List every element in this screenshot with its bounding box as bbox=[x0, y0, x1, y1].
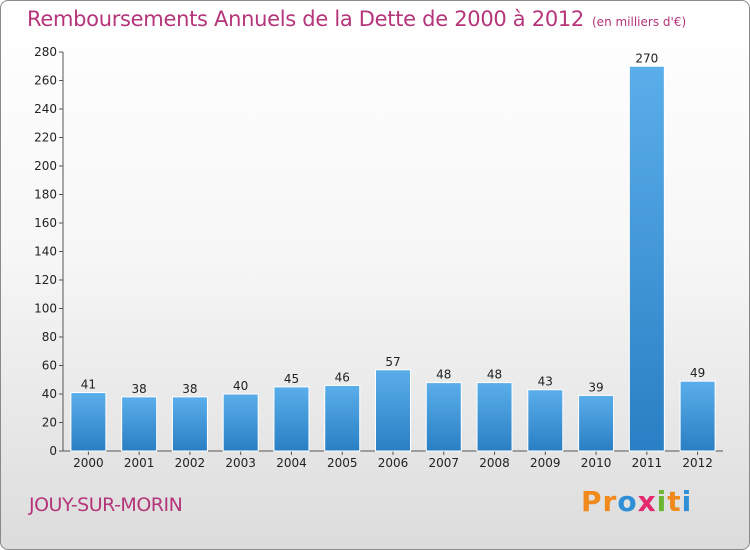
proxiti-logo: Proxiti bbox=[581, 485, 692, 518]
y-tick-label: 140 bbox=[34, 245, 57, 259]
y-tick-label: 200 bbox=[34, 159, 57, 173]
logo-letter: P bbox=[581, 485, 603, 518]
value-label-2001: 38 bbox=[132, 382, 147, 396]
y-tick-label: 20 bbox=[42, 416, 57, 430]
y-tick-label: 0 bbox=[49, 444, 57, 458]
bar-2002 bbox=[171, 396, 208, 452]
y-tick-label: 60 bbox=[42, 359, 57, 373]
chart-title: Remboursements Annuels de la Dette de 20… bbox=[27, 7, 686, 31]
value-label-2008: 48 bbox=[487, 368, 502, 382]
value-label-2003: 40 bbox=[233, 379, 248, 393]
bar-2009 bbox=[527, 389, 564, 452]
bars-group: 41 38 38 40 45 46 57 48 48 43 39 270 49 bbox=[70, 51, 716, 452]
x-tick-label: 2005 bbox=[327, 456, 358, 470]
value-label-2010: 39 bbox=[588, 380, 603, 394]
value-label-2012: 49 bbox=[690, 366, 705, 380]
logo-letter: i bbox=[656, 485, 668, 518]
value-label-2002: 38 bbox=[182, 382, 197, 396]
x-tick-label: 2002 bbox=[175, 456, 206, 470]
bar-2006 bbox=[375, 369, 411, 452]
y-tick-label: 280 bbox=[34, 45, 57, 59]
y-tick-label: 220 bbox=[34, 131, 57, 145]
x-tick-label: 2001 bbox=[124, 456, 155, 470]
y-tick-label: 80 bbox=[42, 330, 57, 344]
logo-letter: t bbox=[667, 485, 682, 518]
bar-2005 bbox=[324, 384, 361, 452]
x-tick-label: 2004 bbox=[276, 456, 307, 470]
x-tick-label: 2007 bbox=[428, 456, 459, 470]
bar-2012 bbox=[679, 380, 716, 452]
bar-2001 bbox=[121, 396, 158, 452]
bar-2004 bbox=[273, 386, 310, 452]
x-tick-label: 2003 bbox=[225, 456, 256, 470]
logo-letter: i bbox=[681, 485, 693, 518]
logo-letter: o bbox=[617, 485, 638, 518]
value-label-2011: 270 bbox=[635, 51, 658, 65]
bar-2000 bbox=[70, 392, 107, 452]
value-label-2005: 46 bbox=[335, 370, 350, 384]
x-tick-label: 2000 bbox=[73, 456, 104, 470]
y-tick-label: 240 bbox=[34, 102, 57, 116]
x-tick-label: 2006 bbox=[378, 456, 409, 470]
x-tick-label: 2009 bbox=[530, 456, 561, 470]
y-tick-label: 100 bbox=[34, 302, 57, 316]
x-tick-label: 2011 bbox=[632, 456, 663, 470]
x-tick-label: 2008 bbox=[479, 456, 510, 470]
x-axis: 2000 2001 2002 2003 2004 2005 2006 2007 2008 2009… bbox=[63, 450, 723, 470]
bar-2007 bbox=[425, 382, 462, 452]
bar-2011 bbox=[628, 65, 665, 452]
value-label-2009: 43 bbox=[538, 375, 553, 389]
y-tick-label: 40 bbox=[42, 387, 57, 401]
y-tick-label: 180 bbox=[34, 188, 57, 202]
value-label-2000: 41 bbox=[81, 378, 96, 392]
y-axis: 0 20 40 60 80 100 120 140 160 180 200 220 240 260 280 bbox=[34, 45, 64, 458]
y-tick-label: 260 bbox=[34, 74, 57, 88]
chart-unit: (en milliers d'€) bbox=[592, 15, 687, 29]
x-tick-label: 2012 bbox=[682, 456, 713, 470]
bar-2008 bbox=[476, 382, 513, 452]
y-tick-label: 160 bbox=[34, 216, 57, 230]
bar-2003 bbox=[222, 393, 259, 452]
value-label-2004: 45 bbox=[284, 372, 299, 386]
logo-letter: r bbox=[602, 485, 618, 518]
chart-title-text: Remboursements Annuels de la Dette de 20… bbox=[27, 7, 584, 31]
logo-letter: x bbox=[637, 485, 657, 518]
value-label-2006: 57 bbox=[385, 355, 400, 369]
value-label-2007: 48 bbox=[436, 368, 451, 382]
y-tick-label: 120 bbox=[34, 273, 57, 287]
x-tick-label: 2010 bbox=[581, 456, 612, 470]
bar-2010 bbox=[578, 394, 615, 452]
commune-name: JOUY-SUR-MORIN bbox=[29, 494, 183, 516]
